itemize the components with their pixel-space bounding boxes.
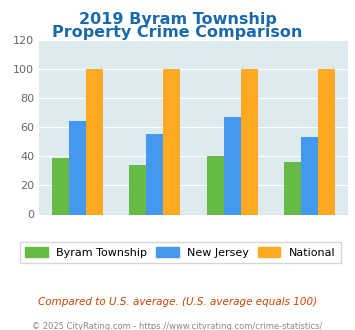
Bar — [129, 165, 146, 214]
Bar — [241, 69, 258, 214]
Bar — [146, 134, 163, 214]
Text: © 2025 CityRating.com - https://www.cityrating.com/crime-statistics/: © 2025 CityRating.com - https://www.city… — [32, 322, 323, 330]
Bar — [207, 156, 224, 215]
Text: 2019 Byram Township: 2019 Byram Township — [78, 12, 277, 26]
Bar — [224, 117, 241, 214]
Bar — [86, 69, 103, 214]
Bar — [284, 162, 301, 214]
Bar — [301, 137, 318, 214]
Text: Property Crime Comparison: Property Crime Comparison — [52, 25, 303, 40]
Bar — [318, 69, 335, 214]
Bar — [52, 158, 69, 214]
Bar — [69, 121, 86, 214]
Legend: Byram Township, New Jersey, National: Byram Township, New Jersey, National — [20, 242, 342, 263]
Text: Compared to U.S. average. (U.S. average equals 100): Compared to U.S. average. (U.S. average … — [38, 297, 317, 307]
Bar — [163, 69, 180, 214]
